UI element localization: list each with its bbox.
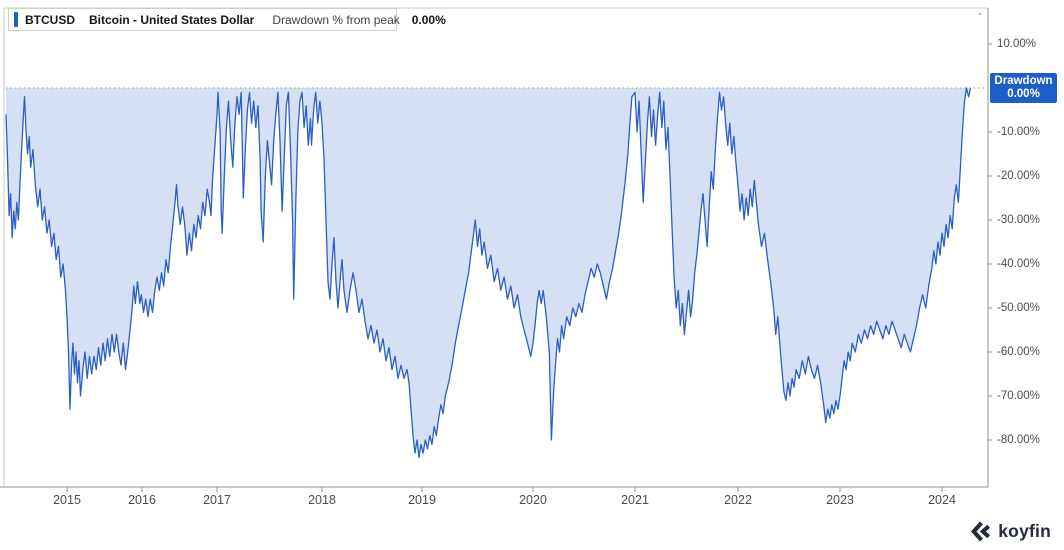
koyfin-wordmark: koyfin <box>998 521 1051 541</box>
corner-dot <box>979 13 981 15</box>
y-axis-label: -10.00% <box>997 126 1040 138</box>
x-axis-label: 2023 <box>826 493 854 507</box>
ticker-symbol: BTCUSD <box>25 12 75 27</box>
security-name: Bitcoin - United States Dollar <box>89 12 255 27</box>
x-axis-label: 2015 <box>53 493 81 507</box>
x-axis-label: 2020 <box>519 493 547 507</box>
x-axis-label: 2018 <box>308 493 336 507</box>
last-value-badge: Drawdown 0.00% <box>990 73 1057 103</box>
series-legend[interactable]: BTCUSD Bitcoin - United States Dollar Dr… <box>8 8 446 31</box>
koyfin-logo: koyfin <box>969 520 1051 543</box>
koyfin-chevrons-icon <box>971 521 991 542</box>
y-axis-label: -30.00% <box>997 214 1040 226</box>
y-axis-label: -60.00% <box>997 346 1040 358</box>
y-axis-label: -50.00% <box>997 302 1040 314</box>
metric-value: 0.00% <box>411 12 446 27</box>
badge-value: 0.00% <box>1007 88 1040 100</box>
x-axis-label: 2022 <box>724 493 752 507</box>
y-axis-label: -40.00% <box>997 258 1040 270</box>
y-axis-label: -80.00% <box>997 434 1040 446</box>
badge-series-label: Drawdown <box>994 75 1053 87</box>
y-axis-label: -70.00% <box>997 390 1040 402</box>
metric-label: Drawdown % from peak <box>272 12 400 27</box>
x-axis-label: 2024 <box>928 493 956 507</box>
x-axis-label: 2019 <box>408 493 436 507</box>
series-color-bar <box>14 12 18 27</box>
x-axis-label: 2016 <box>128 493 156 507</box>
y-axis-label: -20.00% <box>997 170 1040 182</box>
y-axis-label: 10.00% <box>997 38 1037 50</box>
x-axis-label: 2017 <box>203 493 231 507</box>
x-axis-label: 2021 <box>621 493 649 507</box>
